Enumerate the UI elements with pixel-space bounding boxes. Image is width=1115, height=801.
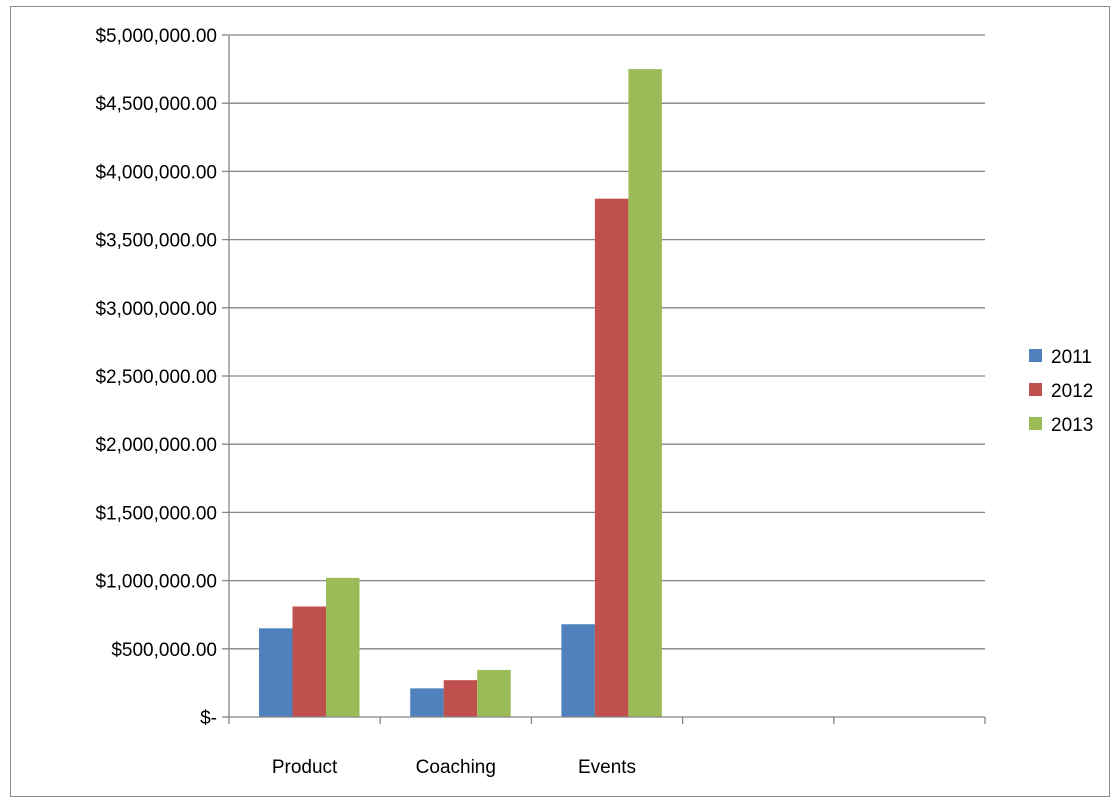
legend-label-2011: 2011 [1051, 347, 1092, 368]
x-axis-tick-labels: Product Coaching Events [272, 757, 636, 778]
y-tick-label: $4,500,000.00 [95, 94, 217, 115]
y-tick-label: $3,500,000.00 [95, 231, 217, 252]
bar-2012-coaching [443, 680, 478, 717]
legend-label-2013: 2013 [1051, 415, 1093, 436]
bar-2012-product [292, 606, 326, 717]
y-axis-tick-labels: $- $500,000.00 $1,000,000.00 $1,500,000.00 $… [95, 26, 217, 729]
bar-2011-events [561, 624, 595, 717]
x-tick-label: Coaching [416, 757, 496, 778]
y-tick-label: $2,000,000.00 [95, 435, 217, 456]
legend-swatch-2011 [1029, 349, 1042, 362]
y-tick-label: $1,000,000.00 [95, 572, 217, 593]
bar-2012-events [594, 198, 629, 717]
x-tick-label: Events [578, 757, 636, 778]
bars [259, 69, 662, 718]
chart-frame [10, 6, 1110, 797]
bar-2013-events [628, 69, 662, 718]
legend-swatch-2013 [1029, 417, 1042, 430]
y-tick-label: $2,500,000.00 [95, 367, 217, 388]
y-tick-label: $3,000,000.00 [95, 299, 217, 320]
bar-2011-coaching [410, 688, 444, 717]
legend: 2011 2012 2013 [1029, 347, 1093, 436]
bar-2013-coaching [477, 669, 511, 717]
x-tick-label: Product [272, 757, 338, 778]
bar-2011-product [259, 628, 293, 717]
y-tick-label: $- [200, 708, 217, 729]
y-tick-label: $1,500,000.00 [95, 503, 217, 524]
bar-2013-product [326, 577, 360, 717]
y-tick-label: $500,000.00 [111, 640, 217, 661]
axes [222, 34, 986, 724]
legend-label-2012: 2012 [1051, 381, 1093, 402]
legend-swatch-2012 [1029, 383, 1042, 396]
y-tick-label: $5,000,000.00 [95, 26, 217, 47]
y-tick-label: $4,000,000.00 [95, 162, 217, 183]
